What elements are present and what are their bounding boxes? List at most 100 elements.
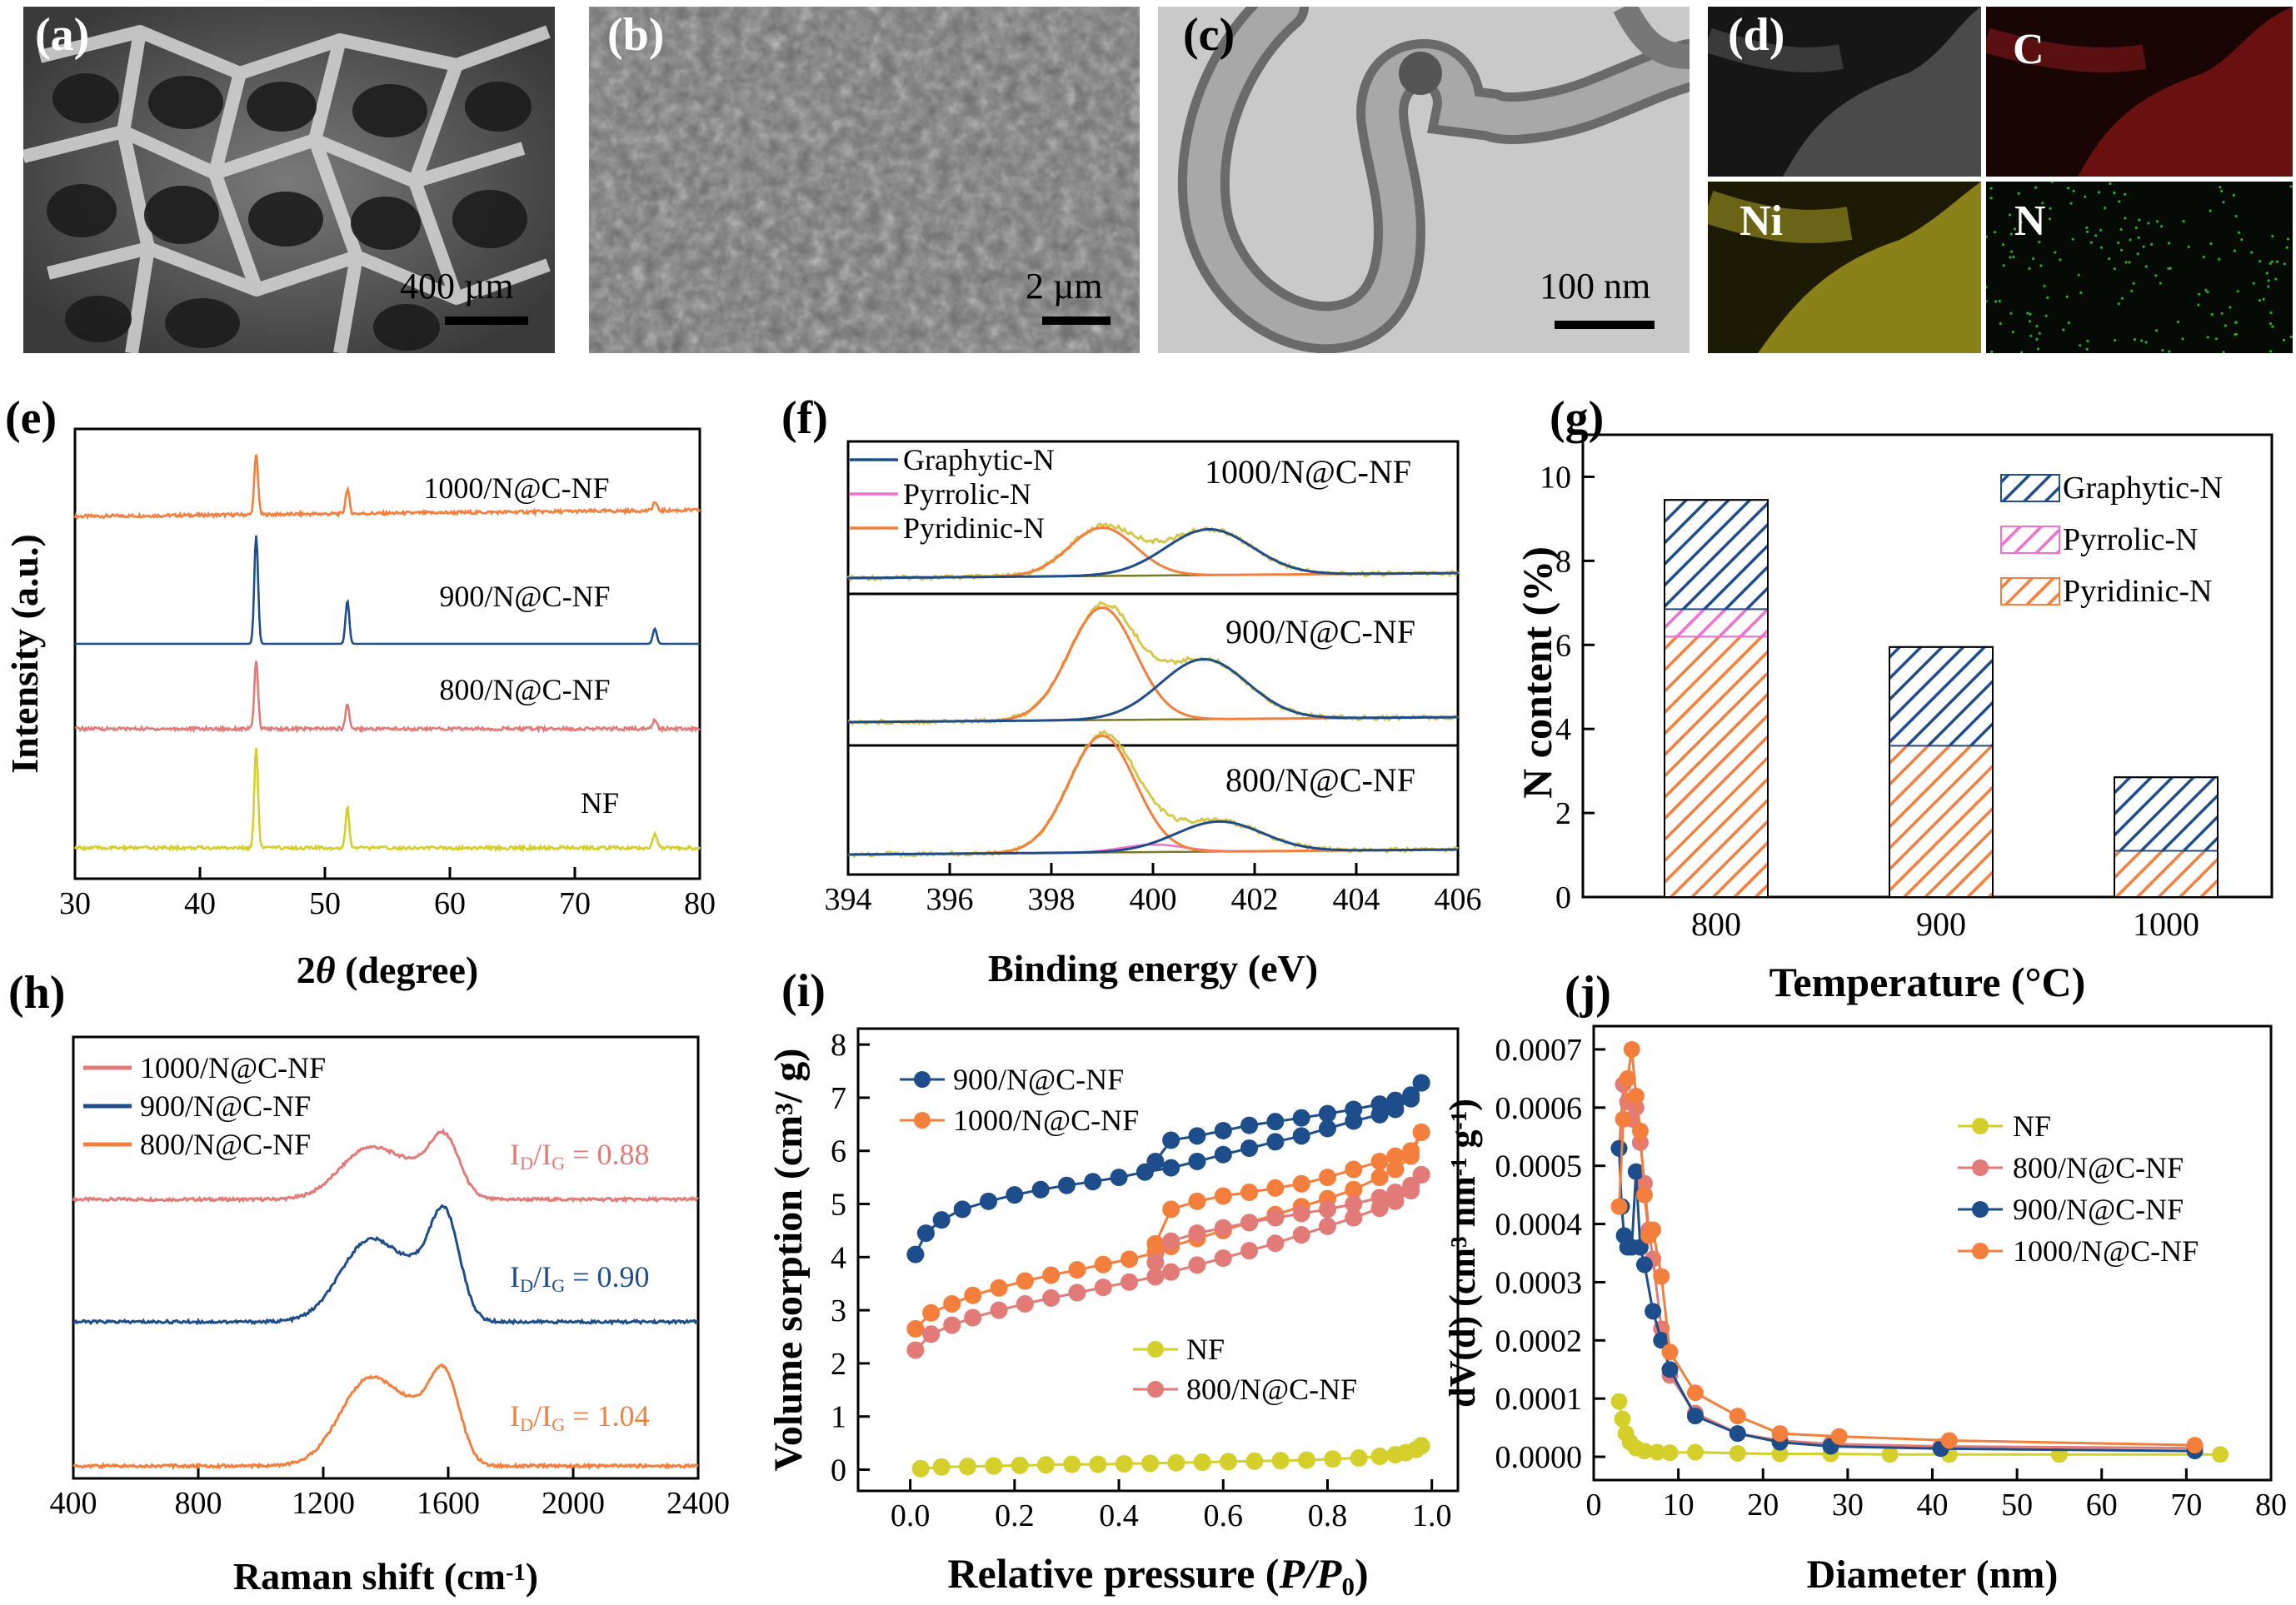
x-tick-label-h: 1200 [292, 1486, 355, 1521]
nitrogen-signal-dot [2069, 202, 2073, 205]
x-tick-label-e: 50 [309, 886, 341, 921]
isotherm-point [990, 1279, 1008, 1297]
nitrogen-signal-dot [2032, 257, 2035, 261]
isotherm-point [1084, 1173, 1102, 1191]
pore-series-point [1615, 1110, 1632, 1128]
nitrogen-signal-dot [2274, 277, 2278, 281]
panel-label-b: (b) [607, 9, 665, 61]
element-label-c: C [2013, 26, 2044, 73]
isotherm-point [1220, 1453, 1238, 1471]
y-tick-label-i: 4 [831, 1240, 846, 1275]
isotherm-point [1402, 1086, 1420, 1104]
isotherm-point [1266, 1133, 1285, 1151]
isotherm-point [1240, 1214, 1259, 1232]
nitrogen-signal-dot [2020, 351, 2024, 353]
isotherm-point [1318, 1200, 1336, 1219]
isotherm-point [1094, 1255, 1112, 1274]
eds-carbon-map [1982, 7, 2293, 177]
isotherm-point [1089, 1455, 1107, 1473]
pore-series-point [1771, 1445, 1789, 1463]
nitrogen-signal-dot [2046, 296, 2049, 299]
panel-label-j: (j) [1565, 967, 1611, 1019]
x-tick-label-i: 0.2 [995, 1498, 1035, 1533]
xps-graphitic-peak [848, 528, 1458, 580]
nitrogen-signal-dot [2038, 241, 2041, 244]
raman-series-line [72, 1128, 699, 1204]
xps-legend-label: Graphytic-N [903, 443, 1055, 476]
isotherm-point [1370, 1189, 1389, 1207]
nitrogen-signal-dot [2222, 201, 2225, 204]
bar-segment [2114, 850, 2219, 898]
isotherm-point [1245, 1452, 1264, 1470]
isotherm-point [1188, 1192, 1206, 1210]
pore-series-point [1635, 1186, 1653, 1204]
sorption-legend-marker [914, 1071, 931, 1088]
nitrogen-signal-dot [2044, 314, 2048, 317]
nitrogen-signal-dot [2065, 295, 2069, 298]
nitrogen-signal-dot [2124, 192, 2127, 196]
nitrogen-signal-dot [2289, 185, 2293, 188]
nitrogen-signal-dot [2144, 341, 2148, 344]
nitrogen-signal-dot [2167, 267, 2170, 270]
isotherm-point [1036, 1456, 1055, 1474]
x-tick-label-j: 50 [2001, 1488, 2033, 1523]
x-tick-label-i: 0.0 [891, 1498, 931, 1533]
x-tick-label-e: 70 [559, 886, 591, 921]
raman-ratio-label: ID/IG = 0.90 [510, 1260, 650, 1296]
pore-series-point [1661, 1444, 1679, 1462]
nitrogen-signal-dot [2214, 337, 2218, 341]
isotherm-point [1042, 1288, 1061, 1307]
scale-label-b: 2 µm [1026, 266, 1103, 307]
isotherm-point [1292, 1174, 1310, 1193]
isotherm-point [1240, 1139, 1259, 1158]
x-tick-label-f: 398 [1028, 882, 1076, 917]
nitrogen-signal-dot [2084, 195, 2087, 198]
nitrogen-signal-dot [2229, 306, 2232, 309]
isotherm-point [916, 1224, 935, 1243]
nitrogen-signal-dot [2269, 262, 2272, 265]
x-axis-label-e: 2θ (degree) [297, 949, 478, 991]
nitrogen-signal-dot [2130, 289, 2134, 292]
xps-subplot-label: 800/N@C-NF [1225, 761, 1415, 799]
pore-legend-label: 900/N@C-NF [2013, 1193, 2184, 1226]
tem-image-c: (c) 100 nm [1158, 7, 1690, 353]
nitrogen-signal-dot [2085, 226, 2089, 229]
nitrogen-signal-dot [2168, 242, 2171, 245]
nitrogen-signal-dot [2219, 186, 2222, 189]
nitrogen-signal-dot [2050, 180, 2054, 183]
sorption-legend-marker [1147, 1341, 1164, 1358]
nitrogen-signal-dot [2129, 238, 2132, 242]
pore-legend-label: 800/N@C-NF [2013, 1151, 2184, 1184]
panel-label-c: (c) [1183, 9, 1235, 61]
raman-legend-label: 800/N@C-NF [140, 1128, 311, 1161]
isotherm-point [906, 1245, 925, 1264]
isotherm-point [1318, 1104, 1336, 1123]
nitrogen-signal-dot [2144, 265, 2148, 268]
x-tick-label-j: 20 [1747, 1488, 1779, 1523]
isotherm-point [1214, 1219, 1232, 1237]
nitrogen-signal-dot [2009, 312, 2013, 315]
xrd-series-label: 1000/N@C-NF [423, 471, 609, 505]
scale-bar-a [445, 317, 528, 325]
scale-bar-c [1555, 321, 1655, 329]
xrd-series-line [74, 660, 701, 734]
xps-subplot-label: 1000/N@C-NF [1205, 453, 1411, 491]
nitrogen-signal-dot [2206, 336, 2209, 339]
isotherm-point [1350, 1448, 1368, 1467]
bar-legend-swatch [2000, 577, 2060, 606]
nitrogen-signal-dot [2104, 207, 2107, 210]
nitrogen-signal-dot [2265, 272, 2269, 275]
sorption-legend-label: 900/N@C-NF [953, 1063, 1124, 1096]
nitrogen-signal-dot [1989, 197, 1993, 200]
x-tick-label-g: 800 [1691, 905, 1741, 943]
nitrogen-signal-dot [1984, 300, 1988, 303]
panel-label-i: (i) [781, 965, 826, 1017]
isotherm-point [922, 1303, 941, 1322]
pore-series-point [1940, 1432, 1958, 1449]
isotherm-point [1136, 1163, 1154, 1181]
nitrogen-signal-dot [2275, 260, 2279, 263]
isotherm-point [1146, 1152, 1165, 1170]
y-tick-label-i: 1 [831, 1400, 846, 1435]
nitrogen-signal-dot [1994, 231, 1997, 234]
nitrogen-signal-dot [2113, 267, 2116, 271]
